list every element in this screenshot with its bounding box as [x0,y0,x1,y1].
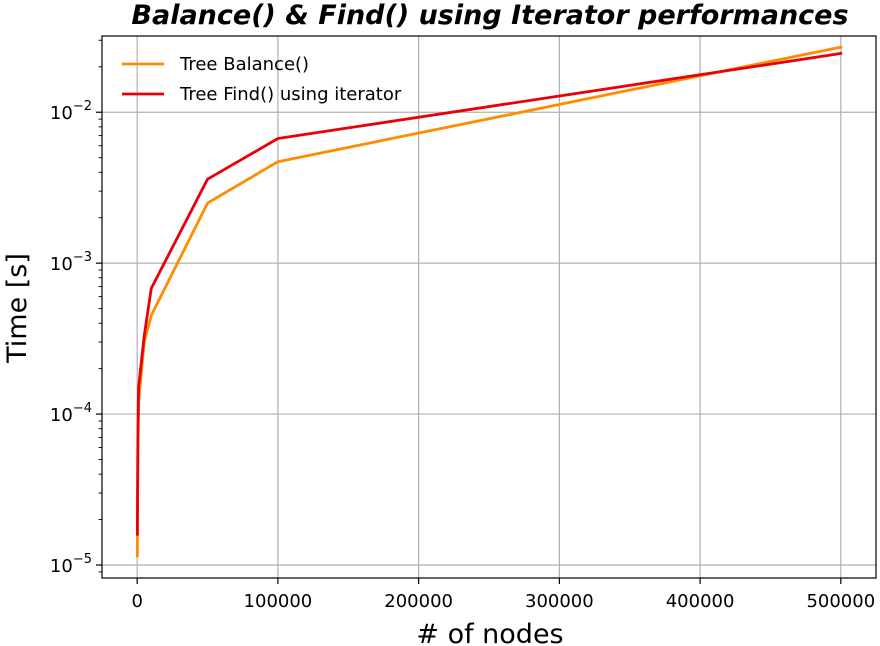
series-line-2 [135,51,843,536]
y-tick-label: 10−3 [50,250,92,275]
x-axis-ticks: 0 100000 200000 300000 400000 500000 [131,578,875,612]
x-tick-label: 500000 [806,591,875,612]
plot-frame [101,35,877,579]
x-axis-label: # of nodes [416,619,563,646]
legend-label-1: Tree Balance() [179,54,309,75]
y-tick-label: 10−2 [50,99,92,124]
chart-title: Balance() & Find() using Iterator perfor… [131,0,848,31]
legend-label-2: Tree Find() using iterator [179,84,402,105]
x-tick-label: 400000 [666,591,735,612]
y-axis-ticks: 10−5 10−4 10−3 10−2 [50,39,102,577]
series-group [135,45,843,558]
y-tick-label: 10−4 [50,401,92,426]
y-tick-label: 10−5 [50,552,92,577]
x-tick-label: 300000 [525,591,594,612]
y-axis-label: Time [s] [2,253,33,364]
x-tick-label: 200000 [384,591,453,612]
legend: Tree Balance() Tree Find() using iterator [122,54,402,105]
series-line-1 [135,45,843,558]
x-tick-label: 0 [131,591,142,612]
grid [102,36,876,578]
x-tick-label: 100000 [244,591,313,612]
